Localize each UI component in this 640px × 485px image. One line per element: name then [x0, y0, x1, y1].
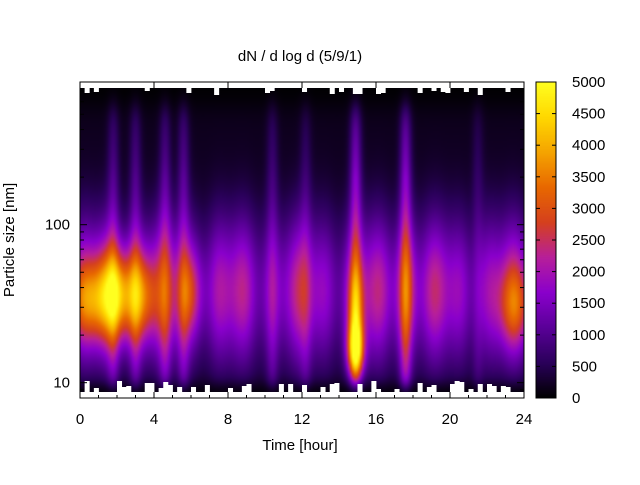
- colorbar-tick-label: 3000: [572, 200, 605, 217]
- colorbar-tick-label: 5000: [572, 74, 605, 91]
- top-gap-column: [477, 88, 483, 95]
- colorbar-tick-label: 1500: [572, 295, 605, 312]
- x-axis: 0 4 8 12 16 20 24: [76, 82, 533, 428]
- top-gap-column: [186, 88, 192, 93]
- top-gap-column: [445, 88, 451, 93]
- colorbar-tick-label: 4500: [572, 106, 605, 123]
- top-gap-column: [214, 88, 220, 95]
- colorbar-tick-label: 2000: [572, 264, 605, 281]
- top-gap-column: [93, 88, 99, 92]
- colorbar-tick-label: 2500: [572, 232, 605, 249]
- bottom-gap-column: [228, 388, 234, 392]
- bottom-gap-column: [468, 389, 474, 392]
- bottom-gap-column: [84, 381, 90, 392]
- top-gap-column: [417, 88, 423, 93]
- x-tick-label: 4: [150, 411, 158, 428]
- bottom-gap-column: [278, 384, 284, 392]
- colorbar-tick-label: 3500: [572, 169, 605, 186]
- bottom-gap-column: [144, 383, 150, 392]
- bottom-gap-column: [417, 383, 423, 392]
- colorbar-axis: 0 500 1000 1500 2000 2500 3000 3500 4000 4500 5000: [536, 74, 605, 407]
- colorbar-tick-label: 1000: [572, 327, 605, 344]
- top-gap-column: [84, 88, 90, 93]
- top-gap-column: [339, 88, 345, 92]
- bottom-gap-column: [126, 386, 132, 392]
- bottom-gap-column: [357, 384, 363, 392]
- x-axis-label: Time [hour]: [262, 437, 337, 454]
- x-tick-label: 8: [224, 411, 232, 428]
- bottom-gap-column: [93, 388, 99, 392]
- bottom-gap-column: [167, 385, 173, 392]
- bottom-gap-column: [158, 388, 164, 392]
- bottom-gap-column: [117, 381, 123, 392]
- x-tick-label: 20: [442, 411, 459, 428]
- bottom-gap-column: [376, 389, 382, 392]
- top-gap-column: [302, 88, 308, 92]
- heatmap-image: [80, 82, 524, 398]
- bottom-gap-column: [302, 385, 308, 392]
- y-axis-label: Particle size [nm]: [1, 183, 18, 297]
- top-gap-column: [352, 88, 358, 94]
- top-gap-column: [505, 88, 511, 92]
- top-gap-column: [329, 88, 335, 94]
- x-tick-label: 24: [516, 411, 533, 428]
- colorbar-tick-label: 0: [572, 390, 580, 407]
- bottom-gap-column: [426, 387, 432, 392]
- top-gap-column: [144, 88, 150, 91]
- y-axis: 10 100: [45, 81, 524, 399]
- top-gap-column: [440, 88, 446, 92]
- bottom-gap-column: [394, 389, 400, 392]
- colorbar-gradient: [536, 82, 556, 398]
- bottom-gap-column: [454, 381, 460, 392]
- bottom-gap-column: [431, 385, 437, 392]
- x-tick-label: 0: [76, 411, 84, 428]
- top-gap-column: [357, 88, 363, 94]
- y-tick-label: 10: [53, 375, 70, 392]
- bottom-gap-column: [334, 383, 340, 392]
- bottom-gap-column: [288, 384, 294, 392]
- bottom-gap-column: [505, 387, 511, 392]
- y-tick-label: 100: [45, 217, 70, 234]
- chart-title: dN / d log d (5/9/1): [238, 48, 362, 65]
- bottom-gap-column: [163, 382, 169, 392]
- bottom-gap-column: [371, 381, 377, 392]
- bottom-gap-column: [329, 384, 335, 392]
- bottom-gap-column: [149, 383, 155, 392]
- top-gap-column: [380, 88, 386, 93]
- top-gap-column: [431, 88, 437, 91]
- bottom-gap-column: [191, 387, 197, 392]
- bottom-gap-column: [246, 384, 252, 392]
- top-gap-column: [463, 88, 469, 92]
- bottom-gap-column: [500, 386, 506, 392]
- x-tick-label: 16: [368, 411, 385, 428]
- x-tick-label: 12: [294, 411, 311, 428]
- bottom-gap-column: [320, 387, 326, 392]
- bottom-gap-column: [204, 385, 210, 392]
- colorbar-tick-label: 500: [572, 358, 597, 375]
- bottom-gap-column: [177, 387, 183, 392]
- colorbar-tick-label: 4000: [572, 137, 605, 154]
- bottom-gap-column: [121, 387, 127, 392]
- bottom-gap-column: [487, 384, 493, 392]
- bottom-gap-column: [491, 386, 497, 392]
- bottom-gap-column: [241, 386, 247, 392]
- top-gap-column: [376, 88, 382, 94]
- bottom-gap-column: [477, 384, 483, 392]
- top-gap-column: [269, 88, 275, 91]
- bottom-gap-column: [459, 382, 465, 392]
- top-gap-column: [265, 88, 271, 93]
- bottom-gap-column: [450, 384, 456, 392]
